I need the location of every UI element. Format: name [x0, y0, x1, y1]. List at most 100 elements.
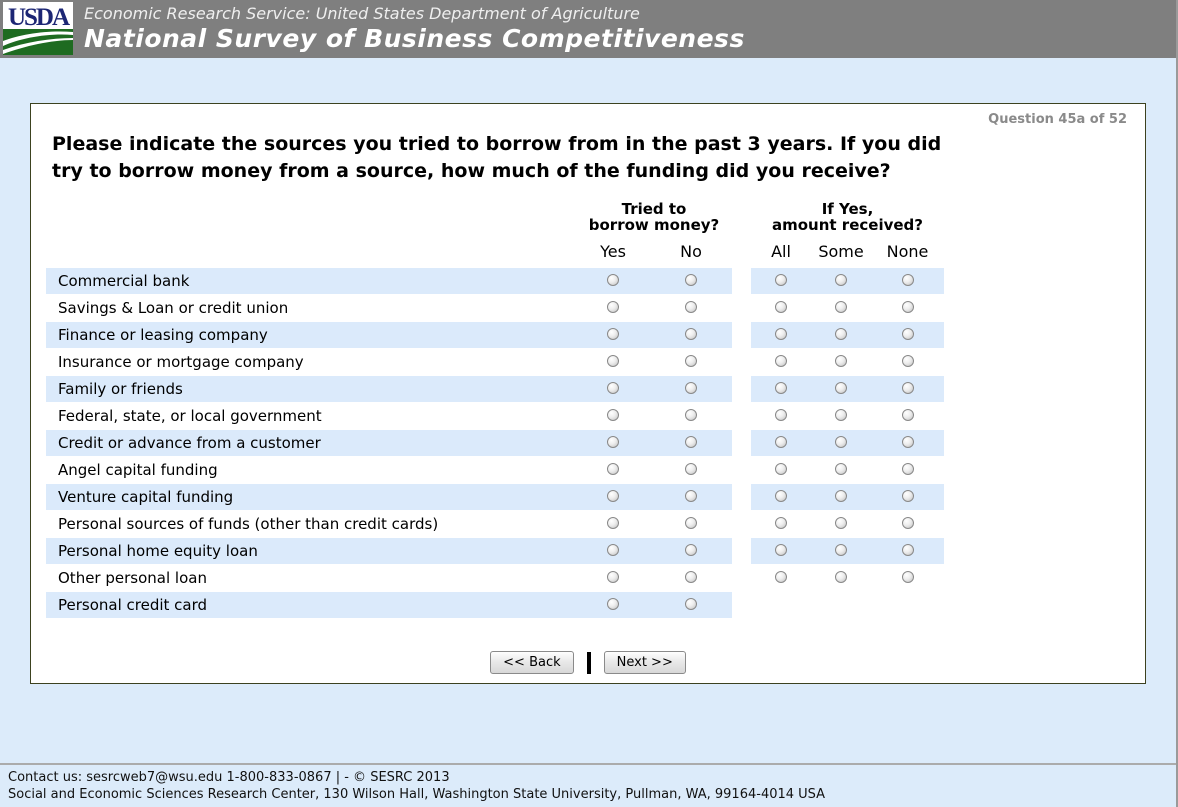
- row-left-block: Insurance or mortgage company: [46, 349, 732, 375]
- row-gap: [732, 592, 751, 618]
- radio-some[interactable]: [835, 463, 847, 475]
- radio-some[interactable]: [835, 382, 847, 394]
- radio-no[interactable]: [685, 382, 697, 394]
- back-button[interactable]: << Back: [490, 651, 574, 674]
- radio-all[interactable]: [775, 274, 787, 286]
- next-button[interactable]: Next >>: [603, 651, 686, 674]
- row-left-block: Savings & Loan or credit union: [46, 295, 732, 321]
- radio-some[interactable]: [835, 301, 847, 313]
- radio-some[interactable]: [835, 544, 847, 556]
- row-label: Commercial bank: [58, 271, 190, 290]
- column-header-row: Yes No All Some None: [46, 242, 1145, 261]
- radio-no[interactable]: [685, 517, 697, 529]
- svg-text:USDA: USDA: [8, 4, 70, 31]
- radio-all[interactable]: [775, 409, 787, 421]
- radio-all[interactable]: [775, 517, 787, 529]
- radio-all[interactable]: [775, 463, 787, 475]
- radio-yes[interactable]: [607, 490, 619, 502]
- radio-all[interactable]: [775, 544, 787, 556]
- row-label: Venture capital funding: [58, 487, 234, 506]
- amount-block: [751, 375, 944, 402]
- radio-all[interactable]: [775, 436, 787, 448]
- radio-none[interactable]: [901, 328, 914, 340]
- radio-no[interactable]: [685, 436, 697, 448]
- row-label: Finance or leasing company: [58, 325, 268, 344]
- agency-line: Economic Research Service: United States…: [84, 4, 640, 23]
- radio-some[interactable]: [835, 436, 847, 448]
- radio-some[interactable]: [835, 490, 847, 502]
- radio-yes[interactable]: [607, 463, 619, 475]
- radio-yes[interactable]: [607, 598, 619, 610]
- radio-yes[interactable]: [607, 409, 619, 421]
- row-gap: [732, 511, 751, 537]
- radio-all[interactable]: [775, 301, 787, 313]
- footer: Contact us: sesrcweb7@wsu.edu 1-800-833-…: [0, 763, 1176, 807]
- column-header-yes: Yes: [600, 242, 626, 261]
- table-row: Credit or advance from a customer: [46, 429, 1145, 456]
- radio-yes[interactable]: [607, 436, 619, 448]
- amount-block: [751, 565, 944, 591]
- radio-yes[interactable]: [607, 544, 619, 556]
- radio-no[interactable]: [685, 301, 697, 313]
- amount-block: [751, 483, 944, 510]
- radio-yes[interactable]: [607, 571, 619, 583]
- radio-some[interactable]: [835, 355, 847, 367]
- radio-no[interactable]: [685, 571, 697, 583]
- row-left-block: Federal, state, or local government: [46, 403, 732, 429]
- table-row: Personal home equity loan: [46, 537, 1145, 564]
- radio-none[interactable]: [901, 463, 914, 475]
- radio-no[interactable]: [685, 328, 697, 340]
- radio-all[interactable]: [775, 571, 787, 583]
- usda-logo-graphic: USDA: [3, 2, 73, 55]
- radio-all[interactable]: [775, 328, 787, 340]
- radio-yes[interactable]: [607, 382, 619, 394]
- radio-none[interactable]: [901, 517, 914, 529]
- radio-none[interactable]: [901, 301, 914, 313]
- radio-some[interactable]: [835, 517, 847, 529]
- question-text: Please indicate the sources you tried to…: [52, 133, 942, 182]
- radio-none[interactable]: [901, 409, 914, 421]
- row-gap: [732, 565, 751, 591]
- radio-all[interactable]: [775, 382, 787, 394]
- radio-no[interactable]: [685, 598, 697, 610]
- radio-yes[interactable]: [607, 301, 619, 313]
- row-gap: [732, 538, 751, 564]
- row-left-block: Commercial bank: [46, 267, 732, 294]
- amount-block: [751, 429, 944, 456]
- radio-no[interactable]: [685, 544, 697, 556]
- radio-yes[interactable]: [607, 274, 619, 286]
- footer-address-line: Social and Economic Sciences Research Ce…: [8, 787, 826, 802]
- footer-contact-line: Contact us: sesrcweb7@wsu.edu 1-800-833-…: [8, 770, 450, 785]
- row-gap: [732, 430, 751, 456]
- row-left-block: Personal credit card: [46, 591, 732, 618]
- table-row: Venture capital funding: [46, 483, 1145, 510]
- table-row: Personal sources of funds (other than cr…: [46, 510, 1145, 537]
- radio-some[interactable]: [835, 328, 847, 340]
- radio-none[interactable]: [901, 571, 914, 583]
- radio-none[interactable]: [901, 544, 914, 556]
- table-row: Finance or leasing company: [46, 321, 1145, 348]
- radio-none[interactable]: [901, 436, 914, 448]
- radio-some[interactable]: [835, 571, 847, 583]
- radio-none[interactable]: [901, 490, 914, 502]
- radio-no[interactable]: [685, 490, 697, 502]
- radio-no[interactable]: [685, 355, 697, 367]
- row-gap: [732, 403, 751, 429]
- survey-table: Commercial bank Savings & Loan or credit…: [31, 267, 1145, 618]
- group-header-row: Tried to borrow money? If Yes, amount re…: [46, 201, 1145, 233]
- radio-some[interactable]: [835, 274, 847, 286]
- radio-none[interactable]: [901, 382, 914, 394]
- radio-all[interactable]: [775, 355, 787, 367]
- radio-yes[interactable]: [607, 355, 619, 367]
- radio-none[interactable]: [901, 274, 914, 286]
- radio-yes[interactable]: [607, 517, 619, 529]
- radio-no[interactable]: [685, 463, 697, 475]
- radio-no[interactable]: [685, 274, 697, 286]
- amount-block: [751, 537, 944, 564]
- radio-some[interactable]: [835, 409, 847, 421]
- radio-yes[interactable]: [607, 328, 619, 340]
- row-label: Personal sources of funds (other than cr…: [58, 514, 439, 533]
- radio-all[interactable]: [775, 490, 787, 502]
- radio-no[interactable]: [685, 409, 697, 421]
- radio-none[interactable]: [901, 355, 914, 367]
